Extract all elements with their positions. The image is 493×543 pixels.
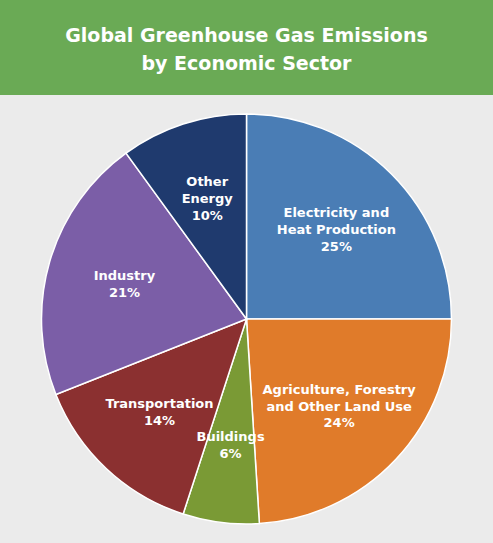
slice-category-label: Industry bbox=[94, 268, 156, 283]
title-banner bbox=[0, 0, 493, 95]
slice-labels: Electricity andHeat Production 25% Agricul… bbox=[94, 174, 417, 461]
slice-value-label: 10% bbox=[192, 208, 223, 223]
slice-value-label: 21% bbox=[109, 285, 140, 300]
chart-container: Global Greenhouse Gas Emissions by Econom… bbox=[0, 0, 493, 543]
slice-value-label: 14% bbox=[144, 413, 175, 428]
slice-value-label: 24% bbox=[324, 415, 355, 430]
chart-title: Global Greenhouse Gas Emissions bbox=[65, 24, 428, 46]
chart-subtitle: by Economic Sector bbox=[141, 52, 352, 74]
slice-category-label: Transportation bbox=[105, 396, 213, 411]
slice-value-label: 25% bbox=[321, 239, 352, 254]
slice-value-label: 6% bbox=[220, 446, 242, 461]
slice-category-label: Electricity andHeat Production bbox=[277, 205, 396, 237]
pie-slices bbox=[41, 114, 451, 524]
pie-slice bbox=[247, 114, 452, 319]
chart-svg: Global Greenhouse Gas Emissions by Econom… bbox=[0, 0, 493, 543]
slice-category-label: OtherEnergy bbox=[182, 174, 234, 206]
slice-category-label: Agriculture, Forestryand Other Land Use bbox=[263, 382, 417, 414]
pie-slice bbox=[247, 319, 452, 524]
pie-slice bbox=[126, 114, 246, 319]
slice-category-label: Buildings bbox=[196, 429, 264, 444]
